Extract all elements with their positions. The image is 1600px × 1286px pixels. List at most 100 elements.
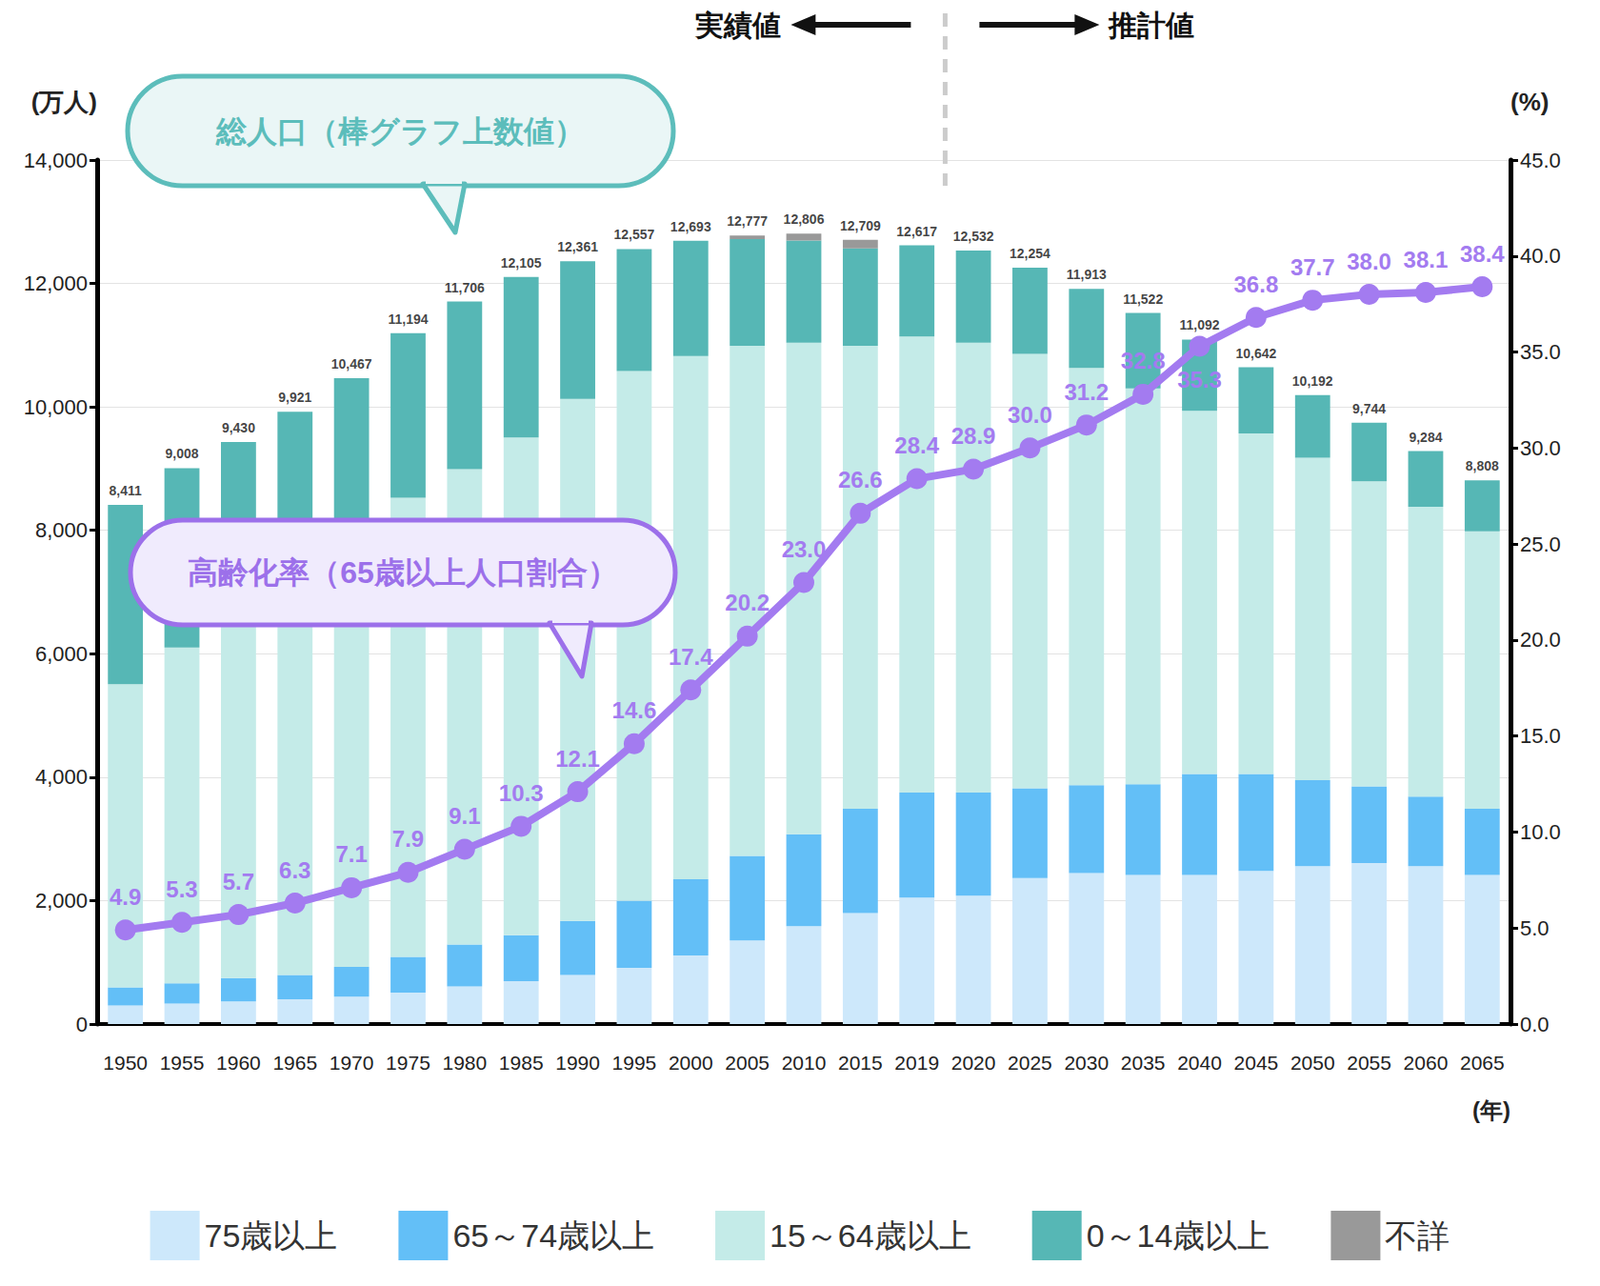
svg-text:32.8: 32.8 bbox=[1120, 347, 1166, 374]
svg-text:2040: 2040 bbox=[1177, 1051, 1222, 1074]
svg-text:2015: 2015 bbox=[838, 1051, 883, 1074]
svg-text:75歳以上: 75歳以上 bbox=[204, 1217, 339, 1254]
svg-text:11,522: 11,522 bbox=[1122, 291, 1163, 307]
svg-text:11,706: 11,706 bbox=[444, 280, 485, 296]
svg-text:0.0: 0.0 bbox=[1520, 1012, 1550, 1037]
svg-text:1980: 1980 bbox=[441, 1051, 487, 1074]
svg-text:2035: 2035 bbox=[1120, 1051, 1166, 1074]
svg-text:4.9: 4.9 bbox=[109, 883, 141, 910]
svg-text:40.0: 40.0 bbox=[1520, 243, 1561, 268]
svg-text:12,557: 12,557 bbox=[614, 226, 656, 242]
svg-text:1965: 1965 bbox=[272, 1051, 318, 1074]
svg-text:推計値: 推計値 bbox=[1107, 9, 1195, 41]
svg-text:17.4: 17.4 bbox=[668, 643, 714, 670]
svg-text:(%): (%) bbox=[1510, 87, 1549, 117]
svg-text:2010: 2010 bbox=[781, 1051, 827, 1074]
svg-text:総人口（棒グラフ上数値）: 総人口（棒グラフ上数値） bbox=[215, 114, 585, 149]
svg-text:8,808: 8,808 bbox=[1465, 458, 1500, 474]
svg-text:8,411: 8,411 bbox=[109, 482, 142, 499]
svg-text:11,092: 11,092 bbox=[1179, 317, 1220, 333]
svg-text:5.3: 5.3 bbox=[165, 876, 198, 902]
svg-text:14,000: 14,000 bbox=[23, 148, 88, 173]
svg-text:12,254: 12,254 bbox=[1009, 245, 1051, 261]
svg-text:12,532: 12,532 bbox=[953, 228, 995, 244]
svg-text:1975: 1975 bbox=[385, 1051, 431, 1074]
svg-text:10.0: 10.0 bbox=[1520, 820, 1561, 844]
svg-text:9,921: 9,921 bbox=[278, 389, 312, 405]
svg-text:1990: 1990 bbox=[555, 1051, 600, 1074]
svg-text:36.8: 36.8 bbox=[1234, 271, 1280, 298]
svg-text:1955: 1955 bbox=[160, 1051, 205, 1074]
svg-text:1995: 1995 bbox=[612, 1051, 658, 1074]
svg-text:37.7: 37.7 bbox=[1290, 254, 1336, 280]
svg-text:28.9: 28.9 bbox=[951, 422, 997, 449]
svg-text:2030: 2030 bbox=[1063, 1051, 1109, 1074]
svg-text:12,777: 12,777 bbox=[726, 213, 768, 229]
svg-text:35.3: 35.3 bbox=[1177, 366, 1222, 393]
svg-text:38.1: 38.1 bbox=[1403, 246, 1449, 273]
svg-text:2020: 2020 bbox=[951, 1051, 997, 1074]
svg-text:14.6: 14.6 bbox=[612, 697, 658, 723]
svg-text:12,617: 12,617 bbox=[896, 223, 938, 240]
svg-text:15.0: 15.0 bbox=[1520, 723, 1561, 748]
svg-text:23.0: 23.0 bbox=[781, 536, 827, 562]
svg-text:20.2: 20.2 bbox=[724, 589, 770, 616]
svg-text:10.3: 10.3 bbox=[499, 780, 544, 806]
svg-text:(万人): (万人) bbox=[31, 87, 98, 117]
svg-text:9,008: 9,008 bbox=[165, 445, 200, 461]
svg-text:2055: 2055 bbox=[1346, 1051, 1392, 1074]
svg-text:7.1: 7.1 bbox=[335, 840, 367, 867]
svg-text:35.0: 35.0 bbox=[1520, 340, 1561, 364]
svg-text:15～64歳以上: 15～64歳以上 bbox=[769, 1217, 972, 1254]
svg-text:1950: 1950 bbox=[102, 1051, 148, 1074]
svg-text:12,361: 12,361 bbox=[557, 239, 599, 255]
svg-text:10,000: 10,000 bbox=[23, 395, 88, 420]
svg-text:26.6: 26.6 bbox=[838, 466, 883, 493]
svg-text:12,806: 12,806 bbox=[783, 211, 825, 227]
svg-text:2045: 2045 bbox=[1234, 1051, 1280, 1074]
svg-text:10,192: 10,192 bbox=[1292, 373, 1334, 389]
svg-text:5.7: 5.7 bbox=[222, 868, 255, 895]
svg-text:38.4: 38.4 bbox=[1460, 240, 1505, 267]
svg-text:12,105: 12,105 bbox=[500, 255, 542, 271]
svg-text:10,467: 10,467 bbox=[331, 356, 373, 372]
svg-text:30.0: 30.0 bbox=[1007, 401, 1053, 428]
svg-text:5.0: 5.0 bbox=[1520, 916, 1550, 940]
svg-text:0～14歳以上: 0～14歳以上 bbox=[1086, 1217, 1271, 1254]
svg-text:1960: 1960 bbox=[216, 1051, 261, 1074]
svg-text:不詳: 不詳 bbox=[1384, 1217, 1450, 1254]
svg-text:10,642: 10,642 bbox=[1235, 345, 1277, 361]
svg-text:9.1: 9.1 bbox=[448, 802, 480, 829]
svg-text:11,194: 11,194 bbox=[387, 311, 428, 327]
svg-text:2060: 2060 bbox=[1403, 1051, 1449, 1074]
svg-text:30.0: 30.0 bbox=[1520, 436, 1561, 460]
svg-text:2000: 2000 bbox=[668, 1051, 714, 1074]
svg-text:12,000: 12,000 bbox=[23, 271, 88, 296]
svg-text:1985: 1985 bbox=[499, 1051, 544, 1074]
svg-text:7.9: 7.9 bbox=[392, 825, 424, 852]
svg-text:38.0: 38.0 bbox=[1346, 248, 1392, 275]
svg-text:12,709: 12,709 bbox=[840, 218, 881, 234]
svg-text:31.2: 31.2 bbox=[1063, 379, 1109, 405]
svg-text:0: 0 bbox=[76, 1012, 88, 1037]
svg-text:2025: 2025 bbox=[1007, 1051, 1053, 1074]
svg-text:高齢化率（65歳以上人口割合）: 高齢化率（65歳以上人口割合） bbox=[187, 555, 619, 590]
svg-text:実績値: 実績値 bbox=[694, 9, 781, 41]
svg-text:28.4: 28.4 bbox=[894, 432, 940, 459]
svg-text:4,000: 4,000 bbox=[35, 764, 88, 789]
svg-text:2005: 2005 bbox=[724, 1051, 770, 1074]
svg-text:6,000: 6,000 bbox=[35, 641, 88, 666]
svg-text:12,693: 12,693 bbox=[670, 219, 712, 235]
svg-text:20.0: 20.0 bbox=[1520, 627, 1561, 652]
svg-text:11,913: 11,913 bbox=[1066, 266, 1107, 282]
svg-text:1970: 1970 bbox=[329, 1051, 375, 1074]
svg-text:6.3: 6.3 bbox=[279, 857, 311, 883]
svg-text:9,284: 9,284 bbox=[1408, 429, 1442, 445]
svg-text:12.1: 12.1 bbox=[555, 745, 600, 772]
svg-text:2050: 2050 bbox=[1290, 1051, 1336, 1074]
svg-text:2065: 2065 bbox=[1460, 1051, 1505, 1074]
svg-text:9,744: 9,744 bbox=[1352, 400, 1386, 417]
svg-text:9,430: 9,430 bbox=[221, 420, 256, 436]
svg-text:45.0: 45.0 bbox=[1520, 148, 1561, 173]
svg-text:65～74歳以上: 65～74歳以上 bbox=[452, 1217, 655, 1254]
